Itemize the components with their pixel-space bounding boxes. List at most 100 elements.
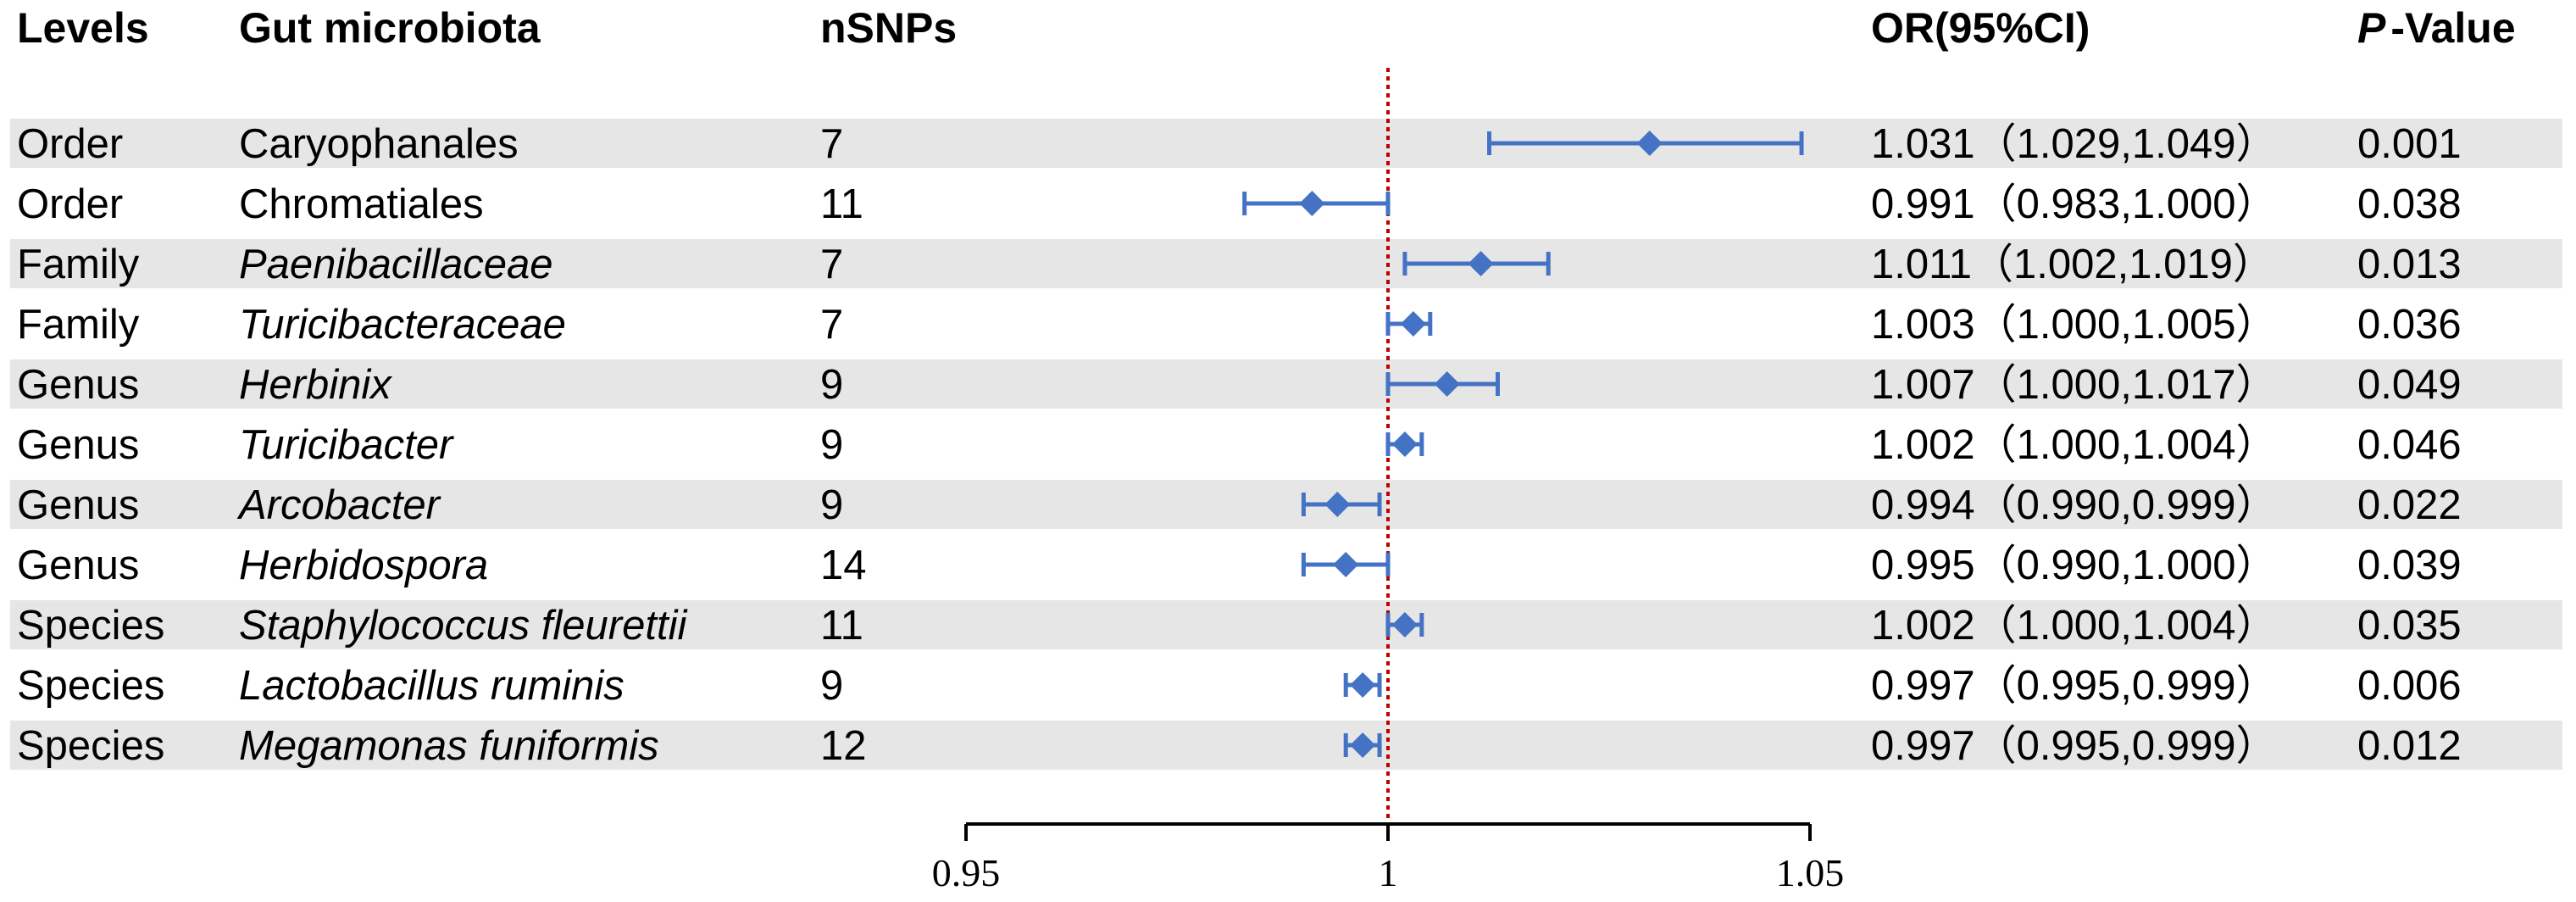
ci-close-bracket: ） (2236, 120, 2278, 168)
nsnps-cell: 9 (820, 663, 843, 709)
table-header: Levels Gut microbiota nSNPs OR(95%CI) P-… (17, 4, 2516, 52)
p-value-cell: 0.036 (2357, 302, 2462, 348)
taxon-cell: Chromatiales (239, 181, 484, 227)
p-value-cell: 0.038 (2357, 181, 2462, 227)
ci-open-bracket: （ (1975, 420, 2017, 469)
or-ci-cell: 0.994（0.990,0.999） (1871, 481, 2278, 529)
ci-lower: 1.000 (2017, 603, 2121, 649)
level-cell: Genus (17, 543, 139, 588)
p-value-cell: 0.049 (2357, 362, 2462, 408)
p-value-cell: 0.012 (2357, 723, 2462, 769)
ci-lower: 0.990 (2017, 543, 2121, 588)
or-value: 1.003 (1871, 302, 1975, 348)
p-value-cell: 0.022 (2357, 482, 2462, 528)
level-cell: Genus (17, 362, 139, 408)
p-value-cell: 0.006 (2357, 663, 2462, 709)
ci-separator: , (2120, 482, 2132, 528)
or-value: 0.995 (1871, 543, 1975, 588)
ci-lower: 1.000 (2017, 422, 2121, 468)
ci-separator: , (2120, 603, 2132, 649)
nsnps-cell: 9 (820, 362, 843, 408)
ci-close-bracket: ） (2233, 240, 2274, 288)
taxon-cell: Arcobacter (236, 482, 441, 528)
level-cell: Species (17, 603, 164, 649)
ci-close-bracket: ） (2236, 661, 2278, 710)
nsnps-cell: 7 (820, 302, 843, 348)
ci-upper: 1.000 (2132, 181, 2236, 227)
x-tick-label: 0.95 (932, 851, 1001, 894)
taxon-cell: Herbidospora (239, 543, 488, 588)
ci-lower: 1.002 (2013, 242, 2118, 287)
ci-close-bracket: ） (2236, 300, 2278, 348)
ci-close-bracket: ） (2236, 721, 2278, 770)
table-body: Order Caryophanales 7 1.031（1.029,1.049） 0.0… (17, 120, 2462, 770)
header-p-value: P -Value (2357, 4, 2516, 52)
ci-upper: 0.999 (2132, 663, 2236, 709)
level-cell: Family (17, 302, 140, 348)
header-levels: Levels (17, 4, 149, 52)
ci-upper: 1.049 (2132, 121, 2236, 167)
or-value: 1.002 (1871, 603, 1975, 649)
taxon-cell: Turicibacter (239, 422, 454, 468)
or-value: 0.997 (1871, 723, 1975, 769)
or-value: 1.031 (1871, 121, 1975, 167)
ci-close-bracket: ） (2236, 481, 2278, 529)
ci-separator: , (2120, 302, 2132, 348)
ci-lower: 1.000 (2017, 302, 2121, 348)
ci-open-bracket: （ (1975, 721, 2017, 770)
or-point-marker (1299, 191, 1325, 216)
ci-open-bracket: （ (1975, 661, 2017, 710)
row-band (10, 239, 2562, 288)
taxon-cell: Turicibacteraceae (239, 302, 566, 348)
ci-separator: , (2118, 242, 2129, 287)
row-band (10, 480, 2562, 529)
row-band (10, 119, 2562, 168)
nsnps-cell: 7 (820, 242, 843, 287)
ci-upper: 1.004 (2132, 422, 2236, 468)
nsnps-cell: 14 (820, 543, 867, 588)
ci-open-bracket: （ (1975, 481, 2017, 529)
p-value-cell: 0.035 (2357, 603, 2462, 649)
or-value: 1.011 (1871, 242, 1972, 287)
header-nsnps: nSNPs (820, 4, 957, 52)
or-value: 0.994 (1871, 482, 1975, 528)
ci-open-bracket: （ (1972, 240, 2013, 288)
level-cell: Order (17, 181, 123, 227)
ci-close-bracket: ） (2236, 180, 2278, 228)
or-value: 0.991 (1871, 181, 1975, 227)
ci-separator: , (2120, 362, 2132, 408)
ci-open-bracket: （ (1975, 360, 2017, 409)
ci-close-bracket: ） (2236, 601, 2278, 649)
nsnps-cell: 7 (820, 121, 843, 167)
ci-upper: 1.004 (2132, 603, 2236, 649)
ci-open-bracket: （ (1975, 541, 2017, 589)
level-cell: Species (17, 663, 164, 709)
or-ci-cell: 0.997（0.995,0.999） (1871, 721, 2278, 770)
or-point-marker (1391, 612, 1418, 638)
or-point-marker (1391, 432, 1418, 457)
or-point-marker (1468, 251, 1494, 276)
ci-close-bracket: ） (2236, 420, 2278, 469)
or-point-marker (1434, 371, 1460, 397)
p-value-cell: 0.013 (2357, 242, 2462, 287)
ci-open-bracket: （ (1975, 120, 2017, 168)
ci-upper: 0.999 (2132, 723, 2236, 769)
or-point-marker (1333, 552, 1359, 577)
ci-close-bracket: ） (2236, 360, 2278, 409)
row-band (10, 600, 2562, 649)
or-ci-cell: 1.011（1.002,1.019） (1871, 240, 2274, 288)
or-point-marker (1350, 732, 1376, 758)
or-point-marker (1636, 131, 1663, 156)
or-ci-cell: 1.002（1.000,1.004） (1871, 420, 2278, 469)
level-cell: Order (17, 121, 123, 167)
ci-upper: 1.005 (2132, 302, 2236, 348)
level-cell: Genus (17, 422, 139, 468)
row-shading-layer (10, 119, 2562, 770)
nsnps-cell: 11 (820, 603, 863, 649)
or-ci-cell: 0.995（0.990,1.000） (1871, 541, 2278, 589)
or-value: 0.997 (1871, 663, 1975, 709)
ci-lower: 1.029 (2017, 121, 2121, 167)
header-p-letter: P (2357, 4, 2386, 52)
ci-open-bracket: （ (1975, 601, 2017, 649)
